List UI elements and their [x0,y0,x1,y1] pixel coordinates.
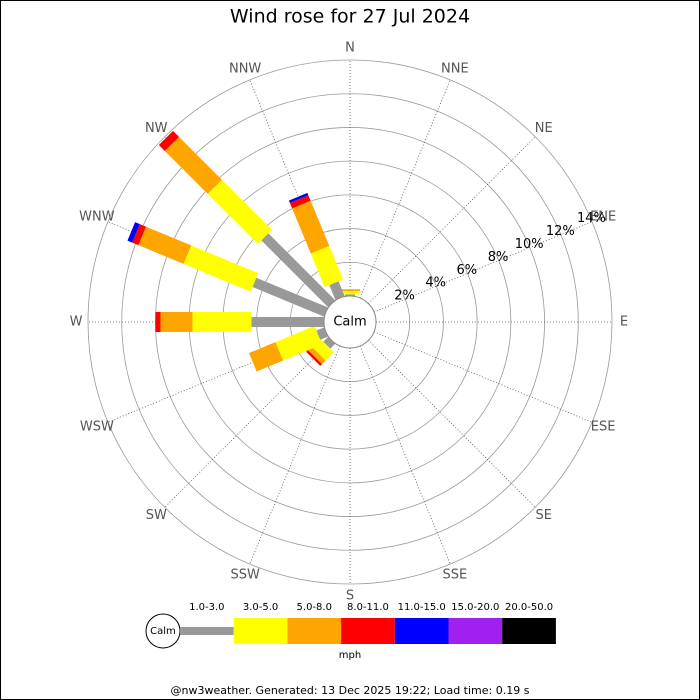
direction-label: WSW [80,419,114,434]
wind-bar [307,346,326,365]
spoke [373,331,593,423]
wind-bar [316,327,328,340]
wind-bar [127,222,140,243]
wind-bar [207,179,272,244]
direction-label: SSE [442,568,467,583]
direction-label: E [620,315,628,330]
spoke [164,340,332,508]
ring-label: 4% [425,276,446,291]
legend-label: 1.0-3.0 [189,602,224,613]
grid-ring [121,93,579,551]
wind-bar [132,224,147,246]
wind-bar [275,325,323,361]
wind-bar [306,350,322,366]
direction-label: NE [535,121,553,136]
legend-label: 15.0-20.0 [451,602,499,613]
legend-label: 3.0-5.0 [243,602,278,613]
direction-label: NNE [441,61,469,76]
legend-swatch [341,618,395,644]
wind-bar [261,233,336,308]
chart-title: Wind rose for 27 Jul 2024 [230,6,470,28]
wind-bar [310,245,344,288]
legend-calm-label: Calm [150,626,176,637]
wind-bar [164,136,222,194]
wind-bar [183,245,259,292]
legend-swatch [180,627,234,635]
unit-label: mph [339,650,361,661]
spoke [359,345,451,565]
wind-bar [158,130,179,151]
ring-label: 10% [515,237,544,252]
legend-label: 20.0-50.0 [505,602,553,613]
legend-label: 8.0-11.0 [347,602,389,613]
legend-swatch [233,618,288,644]
legend-swatch [394,618,449,644]
wind-bar [289,195,311,209]
wind-bar [292,200,330,254]
spoke [359,79,451,299]
direction-label: S [346,589,354,604]
wind-bar [323,336,336,349]
spoke [249,345,341,565]
spoke [373,221,593,313]
direction-label: ENE [590,210,616,225]
spoke [368,136,536,304]
ring-label: 6% [457,263,478,278]
direction-label: WNW [79,210,115,225]
direction-label: N [345,41,355,56]
calm-label: Calm [333,315,366,330]
spoke [368,340,536,508]
wind-bar [311,338,334,361]
wind-bar [252,277,328,317]
wind-bar [138,226,192,264]
wind-bar [248,342,284,372]
grid-ring [87,59,613,585]
legend-swatch [448,618,503,644]
direction-label: NNW [229,61,261,76]
ring-label: 2% [394,289,415,304]
direction-label: SSW [230,568,260,583]
direction-label: ESE [591,419,616,434]
direction-label: SW [146,508,167,523]
legend-label: 11.0-15.0 [398,602,446,613]
calm-circle [323,295,377,349]
wind-bar [288,192,309,203]
direction-label: W [70,315,83,330]
ring-label: 12% [546,224,575,239]
direction-label: NW [145,121,168,136]
footer: @nw3weather. Generated: 13 Dec 2025 19:2… [171,684,530,697]
legend-swatch [287,618,342,644]
ring-label: 14% [577,211,606,226]
legend-label: 5.0-8.0 [297,602,332,613]
legend-swatch [502,618,556,644]
direction-label: SE [536,508,552,523]
wind-bar [329,281,345,300]
ring-label: 8% [488,250,509,265]
